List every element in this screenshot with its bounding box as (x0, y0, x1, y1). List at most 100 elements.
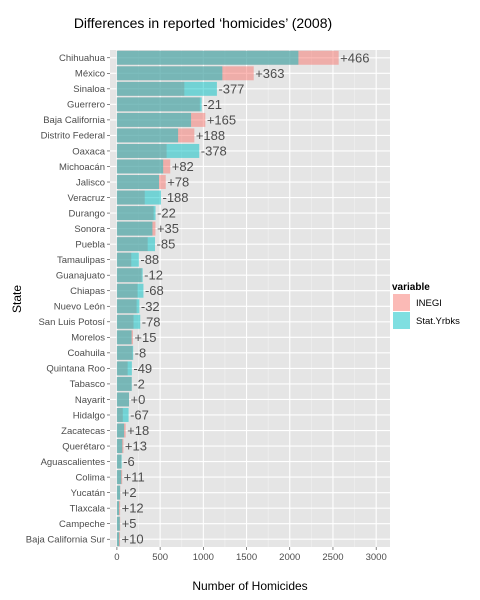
x-axis-title: Number of Homicides (192, 579, 307, 593)
y-tick-label: Michoacán (59, 162, 105, 173)
y-tick-label: Quintana Roo (46, 364, 105, 375)
data-label: -8 (135, 345, 147, 360)
y-tick-label: México (75, 69, 105, 80)
bar-stat-yrbks (116, 175, 159, 190)
data-label: +12 (122, 501, 144, 516)
data-label: +363 (255, 66, 284, 81)
bar-stat-yrbks (116, 97, 202, 112)
y-tick-label: Chiapas (70, 286, 105, 297)
data-label: +188 (196, 128, 225, 143)
y-tick-label: Hidalgo (73, 410, 105, 421)
y-tick-label: Campeche (59, 519, 105, 530)
y-tick-label: Durango (69, 208, 105, 219)
y-tick-label: Aguascalientes (41, 457, 106, 468)
legend-label-stat-yrbks: Stat.Yrbks (416, 316, 460, 327)
bar-stat-yrbks (116, 112, 192, 127)
y-tick-label: Nuevo León (54, 302, 105, 313)
y-tick-label: Guerrero (67, 100, 105, 111)
legend-label-inegi: INEGI (416, 298, 442, 309)
legend: variable INEGI Stat.Yrbks (392, 282, 460, 329)
data-label: -378 (201, 143, 227, 158)
bar-stat-yrbks (116, 159, 164, 174)
bar-stat-yrbks (116, 252, 139, 267)
y-tick-label: Querétaro (62, 441, 105, 452)
data-label: -22 (157, 206, 176, 221)
data-label: +466 (340, 50, 369, 65)
data-label: -6 (123, 454, 135, 469)
y-axis: Chihuahua México Sinaloa Guerrero Baja Calif… (26, 53, 110, 546)
y-tick-label: Morelos (71, 333, 105, 344)
data-label: +2 (122, 485, 137, 500)
data-label: -32 (141, 299, 160, 314)
bar-stat-yrbks (116, 454, 122, 469)
x-tick-label: 0 (114, 552, 119, 563)
data-label: +18 (127, 423, 149, 438)
data-label: -68 (145, 283, 164, 298)
bar-stat-yrbks (116, 143, 200, 158)
bar-stat-yrbks (116, 501, 120, 516)
data-label: +0 (131, 392, 146, 407)
bar-stat-yrbks (116, 221, 153, 236)
y-tick-label: Tabasco (70, 379, 105, 390)
y-tick-label: Distrito Federal (41, 131, 105, 142)
y-tick-label: Baja California (43, 115, 105, 126)
bar-stat-yrbks (116, 299, 140, 314)
y-tick-label: Yucatán (71, 488, 105, 499)
y-tick-label: Nayarit (75, 395, 105, 406)
y-tick-label: Tlaxcala (70, 503, 106, 514)
y-tick-label: Coahuila (68, 348, 106, 359)
y-tick-label: Colima (75, 472, 105, 483)
bar-stat-yrbks (116, 81, 217, 96)
data-label: +82 (172, 159, 194, 174)
legend-key-stat-yrbks (393, 312, 410, 329)
bar-stat-yrbks (116, 407, 129, 422)
x-tick-label: 2500 (322, 552, 343, 563)
legend-title: variable (392, 282, 430, 293)
data-label: +11 (124, 470, 145, 485)
data-label: -21 (203, 97, 222, 112)
data-label: +35 (157, 221, 179, 236)
data-label: +13 (125, 439, 147, 454)
data-label: +10 (122, 532, 144, 547)
data-label: -85 (157, 237, 176, 252)
x-tick-label: 3000 (366, 552, 387, 563)
bar-stat-yrbks (116, 345, 134, 360)
bar-stat-yrbks (116, 376, 132, 391)
bar-stat-yrbks (116, 50, 299, 65)
legend-key-inegi (393, 294, 410, 311)
y-tick-label: Veracruz (68, 193, 106, 204)
x-tick-label: 2000 (279, 552, 300, 563)
x-tick-label: 500 (152, 552, 168, 563)
bar-stat-yrbks (116, 361, 132, 376)
y-tick-label: Chihuahua (59, 53, 106, 64)
bar-stat-yrbks (116, 66, 223, 81)
data-label: -2 (133, 376, 145, 391)
y-tick-label: Zacatecas (61, 426, 105, 437)
data-label: +15 (134, 330, 156, 345)
bar-stat-yrbks (116, 516, 120, 531)
chart-title: Differences in reported ‘homicides’ (200… (74, 15, 332, 31)
bar-stat-yrbks (116, 392, 130, 407)
bar-stat-yrbks (116, 237, 156, 252)
x-tick-label: 1000 (193, 552, 214, 563)
stat-yrbks-series (116, 50, 299, 547)
bar-stat-yrbks (116, 439, 123, 454)
y-tick-label: Tamaulipas (57, 255, 105, 266)
bar-stat-yrbks (116, 330, 132, 345)
x-tick-label: 1500 (236, 552, 257, 563)
y-tick-label: Oaxaca (72, 146, 105, 157)
data-label: -49 (133, 361, 152, 376)
data-label: -188 (162, 190, 188, 205)
y-tick-label: Sonora (74, 224, 105, 235)
data-label: -12 (144, 268, 163, 283)
bar-stat-yrbks (116, 423, 125, 438)
data-label: -67 (130, 407, 149, 422)
data-label: +5 (122, 516, 137, 531)
bar-stat-yrbks (116, 268, 143, 283)
bar-stat-yrbks (116, 314, 141, 329)
grid (110, 50, 390, 547)
bar-stat-yrbks (116, 190, 161, 205)
data-label: +78 (167, 175, 189, 190)
data-label: -88 (140, 252, 159, 267)
